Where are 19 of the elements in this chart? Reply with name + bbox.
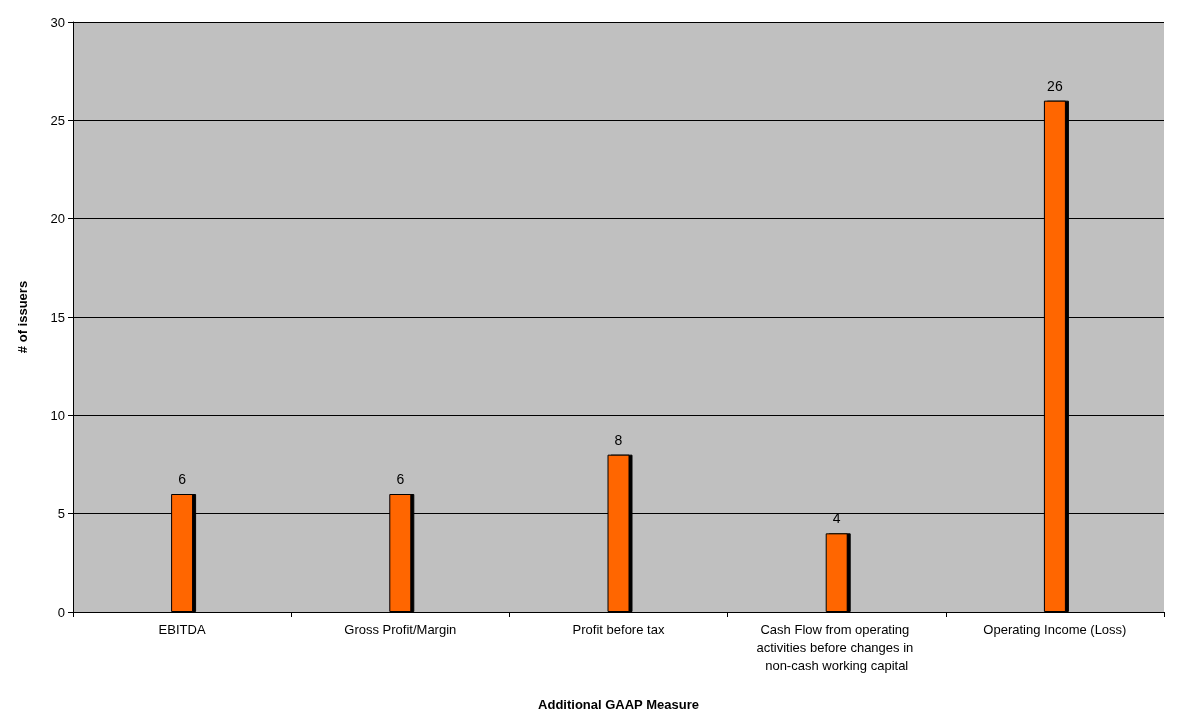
y-axis-title: # of issuers bbox=[15, 280, 30, 354]
x-tick-label: Operating Income (Loss) bbox=[983, 621, 1127, 637]
y-tick-label: 10 bbox=[50, 407, 65, 423]
data-label: 26 bbox=[1047, 77, 1063, 94]
y-tick-label: 25 bbox=[50, 112, 65, 128]
y-tick-label: 30 bbox=[50, 14, 65, 30]
x-tick-label: Gross Profit/Margin bbox=[344, 621, 457, 637]
data-label: 6 bbox=[396, 471, 405, 487]
y-tick-label: 5 bbox=[57, 506, 65, 522]
data-label: 8 bbox=[614, 431, 623, 448]
y-tick-label: 20 bbox=[50, 211, 65, 227]
bar bbox=[825, 533, 848, 612]
x-tick-label: Cash Flow from operating activities before changes in non-cash working capital bbox=[756, 621, 917, 673]
x-tick-label: EBITDA bbox=[158, 621, 206, 637]
data-label: 6 bbox=[178, 471, 187, 487]
x-tick-label: Profit before tax bbox=[572, 621, 665, 637]
y-tick-label: 15 bbox=[50, 309, 65, 325]
x-axis-title: Additional GAAP Measure bbox=[538, 697, 699, 712]
y-tick-label: 0 bbox=[57, 604, 65, 620]
